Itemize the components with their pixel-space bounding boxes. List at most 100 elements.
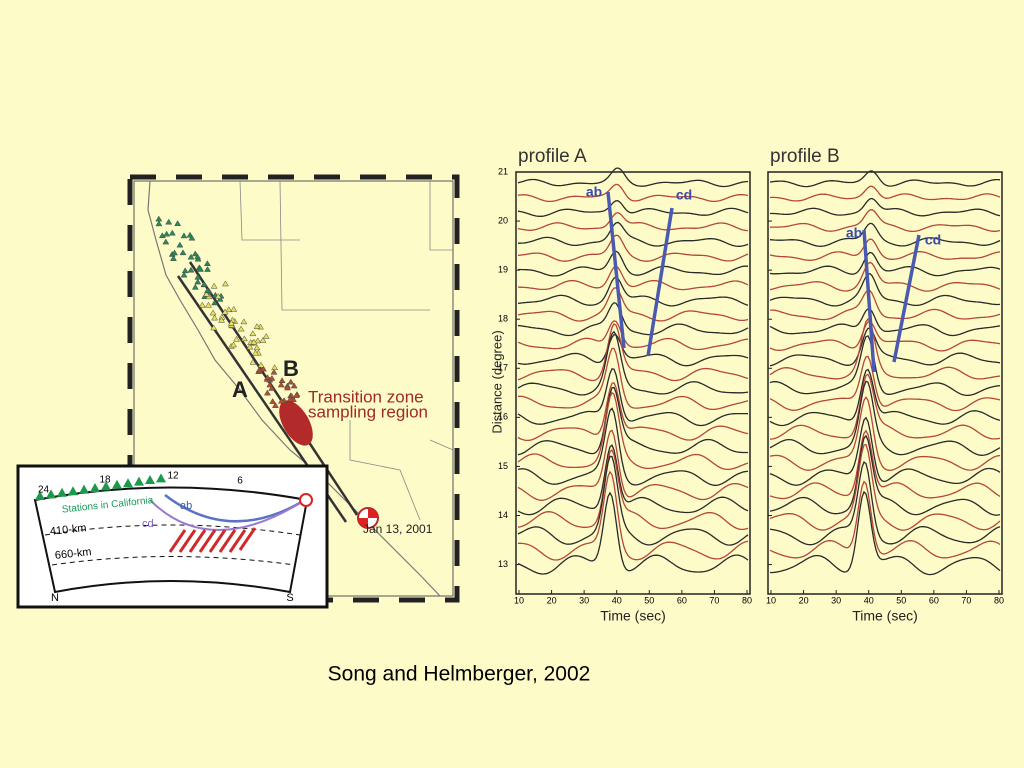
- seismogram: [769, 355, 1001, 412]
- seismogram: [518, 221, 749, 247]
- depth-label: 410-km: [49, 522, 87, 538]
- station: [278, 397, 285, 404]
- x-axis-label: Time (sec): [600, 608, 666, 624]
- phase-line: [862, 229, 876, 373]
- y-tick-label: 21: [498, 166, 508, 176]
- x-axis-label: Time (sec): [852, 608, 918, 624]
- x-tick-label: 40: [612, 595, 622, 605]
- seismogram: [517, 391, 749, 471]
- station: [237, 325, 245, 332]
- station: [270, 368, 278, 375]
- station: [194, 278, 202, 285]
- inset-stations: [35, 473, 166, 500]
- seismogram: [769, 320, 1001, 352]
- profile-title: profile A: [518, 146, 587, 167]
- seismogram: [769, 461, 1001, 546]
- station: [191, 283, 199, 290]
- seismogram: [769, 380, 1001, 456]
- y-tick-label: 15: [498, 461, 508, 471]
- station: [204, 287, 211, 294]
- map-border: [127, 174, 460, 603]
- path-label: A: [232, 377, 248, 402]
- seismogram: [517, 386, 748, 456]
- station: [46, 489, 56, 499]
- seismogram: [517, 491, 749, 575]
- x-tick-label: 10: [514, 595, 524, 605]
- x-tick-label: 50: [896, 595, 906, 605]
- seismogram: [769, 396, 1001, 471]
- seismogram: [769, 368, 1001, 427]
- station: [191, 250, 199, 257]
- seismogram: [769, 251, 1001, 277]
- station: [216, 295, 224, 302]
- station: [180, 232, 188, 239]
- seismogram: [517, 200, 749, 217]
- x-tick-label: 20: [799, 595, 809, 605]
- station: [277, 381, 285, 388]
- station: [211, 314, 218, 321]
- station: [162, 238, 170, 245]
- event-mechanism: [358, 508, 378, 528]
- phase-label: ab: [846, 225, 862, 241]
- station: [255, 366, 263, 373]
- station: [250, 338, 258, 345]
- station: [123, 478, 133, 488]
- earth-section: [33, 486, 309, 594]
- phase-label: cd: [925, 232, 941, 248]
- station: [225, 306, 233, 313]
- seismogram: [517, 287, 749, 322]
- station: [263, 389, 271, 396]
- station: [68, 486, 78, 496]
- phase-line: [646, 207, 674, 357]
- y-tick-label: 14: [498, 510, 508, 520]
- seismogram: [517, 276, 749, 307]
- 660-boundary: [51, 556, 296, 566]
- station: [268, 374, 276, 381]
- station: [210, 282, 218, 289]
- x-tick-label: 80: [994, 595, 1004, 605]
- seismogram: [517, 167, 749, 188]
- distance-label: 12: [167, 471, 179, 482]
- ray-label: ab: [180, 500, 192, 512]
- ray-cd: [149, 499, 306, 531]
- x-tick-label: 70: [961, 595, 971, 605]
- station: [230, 341, 237, 348]
- seismogram: [769, 327, 1001, 367]
- y-tick-label: 18: [498, 314, 508, 324]
- station: [169, 255, 177, 261]
- station: [203, 290, 210, 297]
- station: [227, 319, 235, 326]
- x-tick-label: 10: [766, 595, 776, 605]
- station: [187, 253, 195, 260]
- south-label: S: [286, 592, 293, 604]
- x-tick-label: 40: [864, 595, 874, 605]
- profile-title: profile B: [770, 146, 840, 167]
- station: [112, 479, 122, 489]
- seismogram: [517, 320, 749, 351]
- station: [278, 377, 286, 384]
- coastline: [147, 180, 441, 597]
- station: [165, 218, 173, 225]
- station: [163, 230, 171, 237]
- caption: Song and Helmberger, 2002: [328, 663, 591, 686]
- station: [259, 337, 267, 343]
- seismogram: [769, 209, 1001, 233]
- station: [187, 266, 195, 273]
- ray-label: cd: [142, 518, 154, 530]
- 410-boundary: [44, 524, 301, 536]
- station: [210, 324, 218, 331]
- station: [254, 337, 262, 344]
- station: [188, 234, 196, 241]
- station: [171, 249, 178, 256]
- distance-label: 6: [237, 476, 243, 487]
- station: [253, 344, 261, 351]
- y-tick-label: 16: [498, 412, 508, 422]
- x-tick-label: 50: [644, 595, 654, 605]
- station: [284, 384, 291, 391]
- seismogram: [769, 480, 1001, 559]
- station: [204, 266, 211, 272]
- seismogram: [769, 443, 1001, 531]
- y-tick-label: 13: [498, 559, 508, 569]
- seismogram: [518, 250, 749, 277]
- station: [79, 484, 89, 494]
